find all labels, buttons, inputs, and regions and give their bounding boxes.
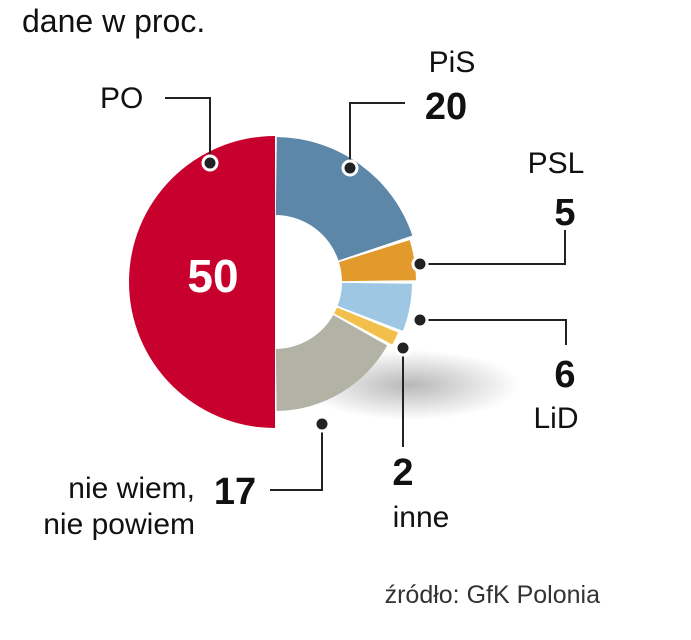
label-psl: PSL [528,147,585,180]
label-nie-line2: nie powiem [43,508,195,541]
value-lid: 6 [554,354,575,396]
chart-subtitle: dane w proc. [22,3,205,39]
leader-po [165,97,211,163]
leader-nie [270,424,323,491]
value-po: 50 [187,250,238,302]
leader-dot-po [201,154,219,172]
leader-dot-nie [313,415,331,433]
label-pis: PiS [429,46,476,79]
leader-dot-lid [411,311,429,329]
value-psl: 5 [554,192,575,234]
label-nie-line1: nie wiem, [68,472,195,505]
chart-source: źródło: GfK Polonia [385,581,600,609]
leader-dot-inne [394,339,412,357]
leader-dot-pis [341,159,359,177]
leader-dot-psl [411,255,429,273]
slice-lid [337,282,412,331]
label-lid: LiD [533,402,578,435]
slice-inne [334,307,399,345]
slice-pis [275,137,413,261]
leader-lines [165,97,567,491]
slice-psl [338,240,416,282]
slice-nie [275,315,388,411]
donut-slices [129,136,416,428]
value-inne: 2 [392,452,413,494]
leader-lid [420,319,567,345]
label-inne: inne [393,501,450,534]
leader-pis [349,102,405,168]
leader-psl [420,230,566,265]
label-po: PO [100,82,143,115]
slice-po [129,136,275,428]
value-pis: 20 [425,86,467,128]
value-nie: 17 [214,471,256,513]
